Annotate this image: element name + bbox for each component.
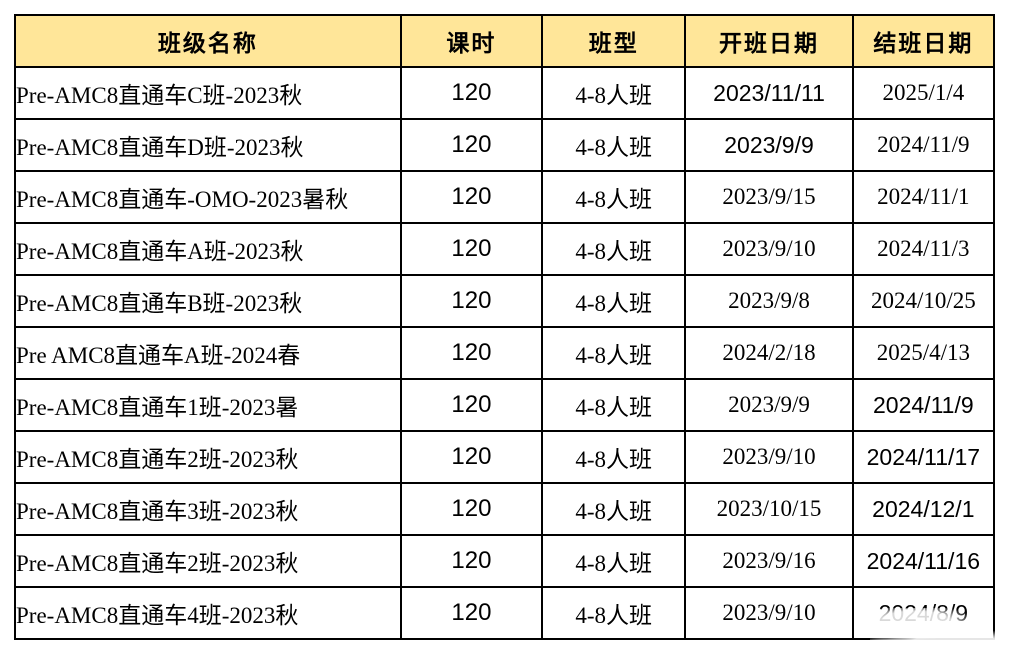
class-type-cell: 4-8人班 xyxy=(541,534,687,588)
hours-cell: 120 xyxy=(399,378,544,432)
end-date-cell: 2024/11/9 xyxy=(851,118,996,172)
class-name-cell: Pre AMC8直通车A班-2024春 xyxy=(14,326,402,380)
class-type-cell: 4-8人班 xyxy=(541,66,687,120)
table-row: Pre-AMC8直通车D班-2023秋 120 4-8人班 2023/9/9 2024/… xyxy=(14,118,996,172)
hours-cell: 120 xyxy=(399,430,544,484)
start-date-cell: 2023/9/8 xyxy=(684,274,854,328)
start-date-cell: 2023/9/10 xyxy=(684,586,854,640)
start-date-cell: 2023/9/9 xyxy=(684,118,854,172)
table-row: Pre-AMC8直通车2班-2023秋 120 4-8人班 2023/9/10 2024… xyxy=(14,430,996,484)
header-class-name: 班级名称 xyxy=(14,14,402,68)
table-row: Pre-AMC8直通车C班-2023秋 120 4-8人班 2023/11/11 202… xyxy=(14,66,996,120)
class-name-cell: Pre-AMC8直通车1班-2023暑 xyxy=(14,378,402,432)
hours-cell: 120 xyxy=(399,482,544,536)
header-end-date: 结班日期 xyxy=(851,14,996,68)
table-row: Pre-AMC8直通车4班-2023秋 120 4-8人班 2023/9/10 2024… xyxy=(14,586,996,640)
class-type-cell: 4-8人班 xyxy=(541,586,687,640)
hours-cell: 120 xyxy=(399,326,544,380)
class-name-cell: Pre-AMC8直通车-OMO-2023暑秋 xyxy=(14,170,402,224)
table-row: Pre-AMC8直通车A班-2023秋 120 4-8人班 2023/9/10 2024… xyxy=(14,222,996,276)
hours-cell: 120 xyxy=(399,586,544,640)
table-header-row: 班级名称 课时 班型 开班日期 结班日期 xyxy=(14,14,996,68)
end-date-cell: 2024/12/1 xyxy=(851,482,996,536)
class-type-cell: 4-8人班 xyxy=(541,326,687,380)
start-date-cell: 2023/11/11 xyxy=(684,66,854,120)
header-hours: 课时 xyxy=(399,14,544,68)
header-class-type: 班型 xyxy=(541,14,687,68)
table-row: Pre AMC8直通车A班-2024春 120 4-8人班 2024/2/18 2025… xyxy=(14,326,996,380)
start-date-cell: 2023/9/10 xyxy=(684,430,854,484)
end-date-cell: 2024/11/1 xyxy=(851,170,996,224)
class-name-cell: Pre-AMC8直通车D班-2023秋 xyxy=(14,118,402,172)
class-type-cell: 4-8人班 xyxy=(541,430,687,484)
end-date-cell: 2024/10/25 xyxy=(851,274,996,328)
class-type-cell: 4-8人班 xyxy=(541,170,687,224)
hours-cell: 120 xyxy=(399,274,544,328)
table-row: Pre-AMC8直通车2班-2023秋 120 4-8人班 2023/9/16 2024… xyxy=(14,534,996,588)
start-date-cell: 2023/10/15 xyxy=(684,482,854,536)
header-start-date: 开班日期 xyxy=(684,14,854,68)
class-type-cell: 4-8人班 xyxy=(541,222,687,276)
hours-cell: 120 xyxy=(399,66,544,120)
end-date-cell: 2025/4/13 xyxy=(851,326,996,380)
start-date-cell: 2023/9/9 xyxy=(684,378,854,432)
class-name-cell: Pre-AMC8直通车B班-2023秋 xyxy=(14,274,402,328)
class-name-cell: Pre-AMC8直通车2班-2023秋 xyxy=(14,534,402,588)
start-date-cell: 2024/2/18 xyxy=(684,326,854,380)
start-date-cell: 2023/9/15 xyxy=(684,170,854,224)
class-type-cell: 4-8人班 xyxy=(541,482,687,536)
end-date-cell: 2024/11/3 xyxy=(851,222,996,276)
class-name-cell: Pre-AMC8直通车2班-2023秋 xyxy=(14,430,402,484)
end-date-cell: 2024/11/16 xyxy=(851,534,996,588)
table-row: Pre-AMC8直通车-OMO-2023暑秋 120 4-8人班 2023/9/15 2… xyxy=(14,170,996,224)
end-date-cell: 2024/11/9 xyxy=(851,378,996,432)
class-name-cell: Pre-AMC8直通车4班-2023秋 xyxy=(14,586,402,640)
table-row: Pre-AMC8直通车3班-2023秋 120 4-8人班 2023/10/15 202… xyxy=(14,482,996,536)
class-name-cell: Pre-AMC8直通车3班-2023秋 xyxy=(14,482,402,536)
table-body: Pre-AMC8直通车C班-2023秋 120 4-8人班 2023/11/11 202… xyxy=(14,66,996,640)
class-name-cell: Pre-AMC8直通车C班-2023秋 xyxy=(14,66,402,120)
table-row: Pre-AMC8直通车B班-2023秋 120 4-8人班 2023/9/8 2024/… xyxy=(14,274,996,328)
class-type-cell: 4-8人班 xyxy=(541,274,687,328)
end-date-cell: 2024/8/9 xyxy=(851,586,996,640)
end-date-cell: 2024/11/17 xyxy=(851,430,996,484)
hours-cell: 120 xyxy=(399,222,544,276)
hours-cell: 120 xyxy=(399,118,544,172)
class-type-cell: 4-8人班 xyxy=(541,118,687,172)
end-date-cell: 2025/1/4 xyxy=(851,66,996,120)
hours-cell: 120 xyxy=(399,170,544,224)
class-type-cell: 4-8人班 xyxy=(541,378,687,432)
start-date-cell: 2023/9/16 xyxy=(684,534,854,588)
start-date-cell: 2023/9/10 xyxy=(684,222,854,276)
table-row: Pre-AMC8直通车1班-2023暑 120 4-8人班 2023/9/9 2024/… xyxy=(14,378,996,432)
class-schedule-table: 班级名称 课时 班型 开班日期 结班日期 Pre-AMC8直通车C班-2023秋… xyxy=(14,14,996,640)
class-name-cell: Pre-AMC8直通车A班-2023秋 xyxy=(14,222,402,276)
hours-cell: 120 xyxy=(399,534,544,588)
